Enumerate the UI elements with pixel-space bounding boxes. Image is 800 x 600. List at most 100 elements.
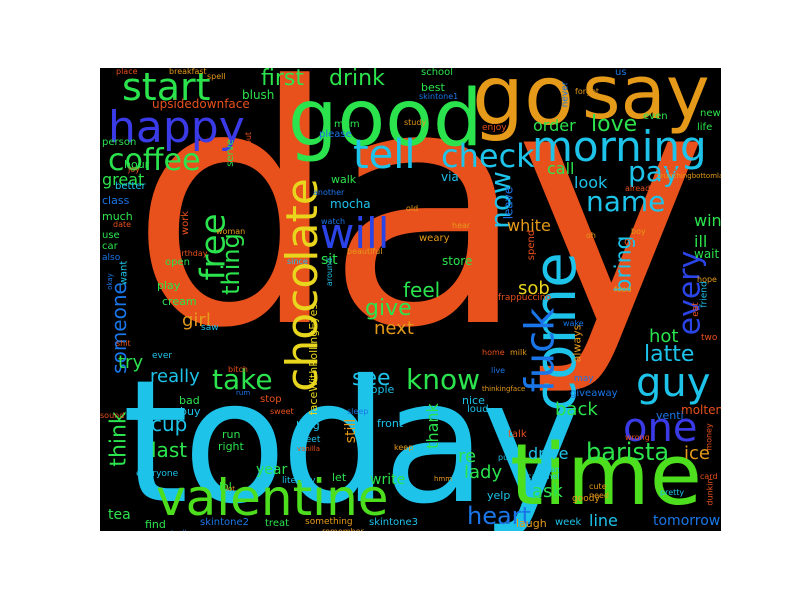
word-next: next xyxy=(374,318,414,339)
word-valentine: valentine xyxy=(156,469,389,527)
word-hope: hope xyxy=(697,275,717,284)
word-card: card xyxy=(700,472,718,481)
word-live: live xyxy=(491,366,506,375)
word-play: play xyxy=(157,279,181,292)
word-venti: venti xyxy=(656,409,684,422)
word-use: use xyxy=(102,230,120,241)
word-molten: molten xyxy=(681,403,721,417)
word-one: one xyxy=(623,405,698,451)
word-today: today xyxy=(122,344,581,531)
word-frappuccino: frappuccino xyxy=(498,293,552,303)
word-breakfast: breakfast xyxy=(169,68,207,76)
word-thinkingface: thinkingface xyxy=(482,385,526,393)
word-weary: weary xyxy=(419,233,450,244)
word-re: re xyxy=(458,446,477,467)
word-laugh: laugh xyxy=(516,517,547,530)
word-spend: spend xyxy=(526,229,538,261)
word-study: study xyxy=(404,118,427,127)
word-around: around xyxy=(325,257,335,287)
word-us: us xyxy=(615,68,627,78)
word-oh: oh xyxy=(586,231,596,240)
word-tea: tea xyxy=(108,507,131,523)
word-find: find xyxy=(145,518,166,531)
word-time: time xyxy=(510,426,703,525)
word-mom: mom xyxy=(334,119,360,130)
word-class: class xyxy=(102,194,130,207)
word-go: go xyxy=(472,68,575,144)
word-cute: cute xyxy=(589,482,607,491)
word-know: know xyxy=(406,363,480,396)
word-hmm: hmm xyxy=(434,475,453,483)
word-sob: sob xyxy=(518,278,550,299)
word-beautiful: beautiful xyxy=(347,247,383,256)
word-tell: tell xyxy=(353,132,416,178)
word-guy: guy xyxy=(636,360,711,406)
word-facewithrollingeyes: faceWithRollingEyes xyxy=(307,303,321,416)
word-close: close xyxy=(162,267,183,276)
word-shit: shit xyxy=(116,339,131,348)
word-sit: sit xyxy=(321,252,338,268)
word-home: home xyxy=(482,348,505,357)
word-give: give xyxy=(365,296,412,321)
word-joy: joy xyxy=(128,165,140,174)
word-say: say xyxy=(582,68,710,136)
word-milk: milk xyxy=(510,348,527,357)
word-drink: drink xyxy=(329,68,385,91)
word-goody: goody xyxy=(572,494,600,504)
word-front: front xyxy=(377,417,404,430)
word-school: school xyxy=(421,68,454,78)
word-upsidedownface: upsidedownface xyxy=(152,97,250,111)
word-better: better xyxy=(115,181,146,192)
word-keep: keep xyxy=(394,443,414,452)
word-pay: pay xyxy=(628,155,680,188)
word-without: without xyxy=(244,131,254,163)
word-bitch: bitch xyxy=(228,365,248,374)
word-blush: blush xyxy=(242,88,275,102)
word-walk: walk xyxy=(331,173,357,186)
word-man: man xyxy=(660,164,685,177)
word-food: food xyxy=(614,285,632,294)
word-skintone2: skintone2 xyxy=(200,517,250,528)
word-wrong: wrong xyxy=(625,433,650,442)
word-tomorrow: tomorrow xyxy=(653,513,721,529)
word-eat: eat xyxy=(690,302,701,317)
word-ever: ever xyxy=(152,351,173,361)
word-much: much xyxy=(102,210,133,223)
word-giveaway: giveaway xyxy=(570,388,618,399)
word-bad: bad xyxy=(179,394,200,407)
word-also: also xyxy=(102,253,121,263)
word-loud: loud xyxy=(467,404,489,415)
word-white: white xyxy=(507,216,551,235)
word-car: car xyxy=(102,241,118,252)
word-back: back xyxy=(555,399,598,420)
word-mocha: mocha xyxy=(330,197,371,211)
word-drive: drive xyxy=(528,444,569,463)
word-another: another xyxy=(313,188,345,197)
word-old: old xyxy=(406,204,419,213)
word-forget: forget xyxy=(575,87,599,96)
word-long: long xyxy=(296,419,320,432)
word-okay: okay xyxy=(105,273,114,290)
word-new: new xyxy=(700,108,721,119)
word-start: start xyxy=(122,68,211,109)
word-try: try xyxy=(118,352,144,373)
word-boy: boy xyxy=(631,227,646,236)
word-saw: saw xyxy=(201,323,219,333)
word-order: order xyxy=(533,116,576,135)
word-ask: ask xyxy=(532,481,563,502)
word-check: check xyxy=(441,137,535,175)
word-barista: barista xyxy=(586,438,670,466)
word-week: week xyxy=(555,517,582,528)
word-since: since xyxy=(287,257,308,266)
word-need: need xyxy=(589,491,609,500)
word-hour: hour xyxy=(124,158,150,171)
word-win: win xyxy=(694,211,721,230)
word-call: call xyxy=(547,159,575,178)
word-watch: watch xyxy=(321,217,346,226)
word-life: life xyxy=(697,122,713,133)
word-skintone3: skintone3 xyxy=(369,517,419,528)
word-actually: actually xyxy=(163,530,191,532)
word-latte: latte xyxy=(644,342,695,367)
word-write: write xyxy=(370,472,406,488)
word-cup: cup xyxy=(151,412,188,436)
